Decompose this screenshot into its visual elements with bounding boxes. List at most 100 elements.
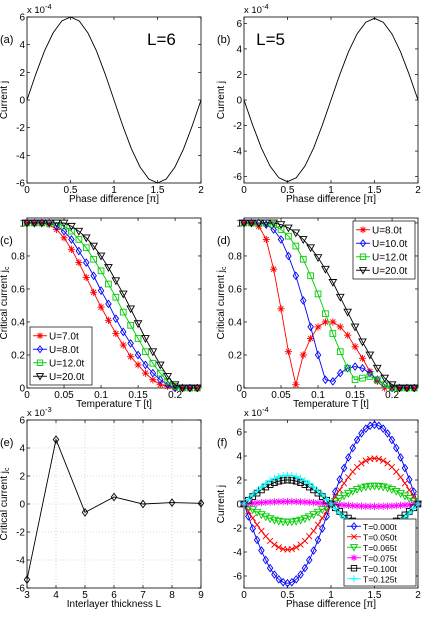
panel-annotation: L=6 [147,30,176,49]
x-tick-label: 0 [241,390,247,401]
plot-area [243,17,419,183]
data-point [68,227,75,235]
legend-label: U=12.0t [372,252,408,263]
x-axis-label: Phase difference [π] [286,194,376,205]
data-point [410,493,417,501]
data-point [329,377,337,386]
data-point [362,457,369,464]
axes-frame [243,217,419,389]
data-point [112,329,120,338]
x-tick-label: 1.5 [151,185,165,196]
legend-label: U=10.0t [372,239,408,250]
data-point [310,546,317,555]
data-point [291,229,301,238]
data-point [388,435,396,445]
data-point [97,286,105,295]
data-point [387,381,397,390]
y-tick-label: -4 [233,147,242,158]
y-tick-label: -6 [233,572,242,583]
data-point [401,501,409,509]
data-point [277,305,285,313]
data-point [328,279,338,287]
legend-label: U=12.0t [49,358,85,369]
data-point [344,363,351,373]
data-point [291,517,301,526]
x-tick-label: 0.05 [271,390,291,401]
data-point [366,502,374,510]
data-point [254,219,264,228]
data-point [383,502,392,510]
data-point [306,533,313,540]
y-axis-label: Current j [0,81,10,119]
data-point [134,361,142,369]
legend-label: T=0.065t [363,543,397,553]
y-tick-label: 6 [236,19,242,30]
data-point [68,235,75,244]
data-point [305,498,313,506]
data-point [134,350,142,360]
data-point [296,474,305,482]
x-tick-label: 0.05 [54,390,74,401]
data-point [359,374,366,382]
data-point [127,339,134,348]
data-point [323,500,331,508]
data-point [287,518,297,527]
legend-label: U=8.0t [49,345,79,356]
y-tick-label: 2 [19,472,25,483]
data-point [270,221,277,228]
data-point [353,435,361,445]
data-point [197,498,205,508]
data-point [401,463,409,473]
legend-marker [35,373,45,381]
data-point [266,563,274,573]
data-point [59,219,69,228]
series-line [26,438,202,580]
x-tick-label: 0 [241,590,247,601]
data-point [288,498,296,506]
legend-marker [350,575,358,583]
legend-label: U=20.0t [372,266,408,277]
y-axis-label: Current j [216,81,227,119]
data-point [319,514,326,522]
data-point [357,484,366,493]
x-tick-label: 0.5 [281,185,295,196]
data-point [240,219,249,228]
x-tick-label: 1 [111,185,117,196]
data-point [275,574,283,584]
plot-area [26,16,202,184]
data-point [119,327,127,337]
data-point [344,331,352,339]
data-point [395,384,404,392]
y-exponent: x 10-3 [27,405,52,419]
y-tick-label: 4 [236,452,242,463]
x-tick-label: 0 [24,185,30,196]
data-point [75,236,83,243]
data-point [305,480,313,488]
data-point [358,460,365,467]
legend-marker [36,345,44,354]
data-point [301,498,309,506]
legend-marker [36,359,44,366]
data-point [353,502,361,510]
legend: U=7.0t U=8.0t U=12.0t U=20.0t [29,326,93,386]
data-point [275,544,282,551]
data-point [44,219,54,228]
data-point [277,226,285,233]
data-point [299,296,307,305]
data-point [97,267,105,275]
data-point [350,323,360,332]
panel-label: (a) [0,34,13,46]
x-tick-label: 0.5 [281,590,295,601]
data-point [392,443,400,453]
x-tick-label: 0.5 [64,185,78,196]
data-point [323,495,331,504]
data-point [343,308,353,317]
y-axis-label: Current j [216,485,227,523]
data-point [401,480,409,487]
data-point [299,255,307,263]
y-tick-label: 4 [236,44,242,55]
data-point [329,330,337,337]
data-point [349,443,357,453]
data-point [185,384,195,392]
data-point [409,384,419,392]
